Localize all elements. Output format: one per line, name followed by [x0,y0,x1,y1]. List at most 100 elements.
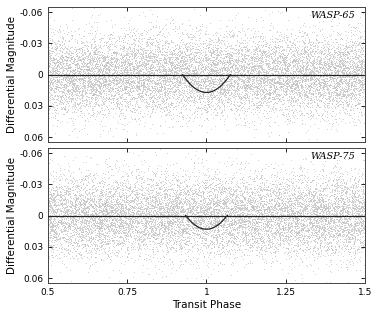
Point [183,201,189,206]
Point [173,267,179,272]
Point [330,74,336,79]
Point [302,214,308,219]
Point [219,249,226,254]
Point [171,215,177,220]
Point [96,73,102,78]
Point [121,213,127,218]
Point [114,199,121,204]
Point [332,48,338,53]
Point [73,192,79,197]
Point [164,231,171,236]
Point [236,206,243,211]
Point [163,191,169,196]
Point [257,52,263,57]
Point [318,197,324,203]
Point [110,66,116,71]
Point [99,240,105,245]
Point [48,228,54,233]
Point [341,179,347,184]
Point [229,191,235,197]
Point [255,243,262,248]
Point [275,203,281,208]
Point [128,215,134,220]
Point [331,227,337,232]
Point [354,195,360,200]
Point [355,216,361,221]
Point [186,214,192,219]
Point [227,211,233,216]
Point [243,66,249,71]
Point [65,251,71,256]
Point [283,74,289,80]
Point [356,78,362,83]
Point [303,67,309,72]
Point [165,92,171,97]
Point [319,214,325,219]
Point [354,42,360,47]
Point [292,215,298,220]
Point [312,60,318,65]
Point [359,204,365,209]
Point [74,192,80,197]
Point [202,56,208,61]
Point [270,51,276,56]
Point [141,194,147,199]
Point [138,202,144,207]
Point [175,73,182,78]
Point [277,93,283,98]
Point [344,68,350,73]
Point [351,69,357,74]
Point [218,224,224,229]
Point [167,238,173,243]
Point [122,183,128,188]
Point [212,56,218,61]
Point [245,190,251,195]
Point [224,187,230,192]
Point [297,90,303,95]
Point [133,63,139,68]
Point [279,231,285,236]
Point [82,221,88,226]
Point [205,78,211,83]
Point [96,68,102,73]
Point [143,76,149,81]
Point [147,202,153,207]
Point [211,43,218,48]
Point [307,72,313,77]
Point [109,212,115,217]
Point [233,208,239,213]
Point [297,66,303,71]
Point [90,59,96,64]
Point [172,235,178,240]
Point [334,180,340,185]
Point [249,141,255,146]
Point [243,82,249,87]
Point [238,205,244,210]
Point [170,232,176,237]
Point [88,229,94,234]
Point [132,66,138,71]
Point [269,197,275,202]
Point [266,61,272,66]
Point [293,99,299,104]
Point [90,58,96,63]
Point [60,66,66,71]
Point [69,61,75,66]
Point [177,222,183,227]
Point [164,226,170,231]
Point [91,72,97,77]
Point [277,50,283,55]
Point [200,210,206,215]
Point [64,206,70,211]
Point [66,57,72,62]
Point [301,52,307,57]
Point [344,244,350,249]
Point [238,100,244,105]
Point [354,59,360,64]
Point [105,63,111,68]
Point [165,44,171,49]
Point [334,208,340,213]
Point [91,71,97,76]
Point [230,62,236,68]
Point [288,220,294,225]
